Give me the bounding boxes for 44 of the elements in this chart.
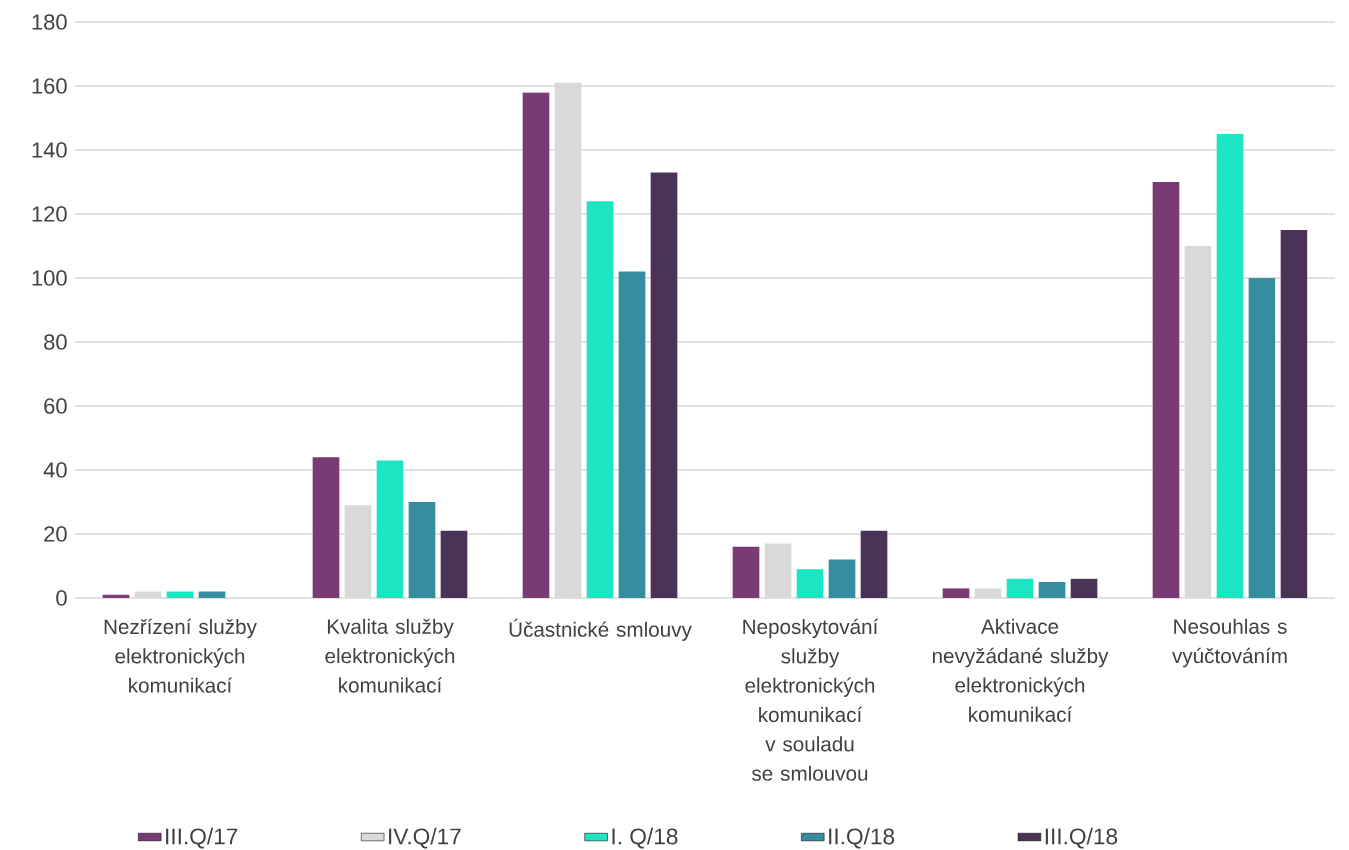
bar [522, 92, 550, 598]
legend-label: III.Q/17 [166, 827, 238, 849]
bar [1152, 182, 1180, 598]
bar [1038, 582, 1066, 598]
bar [440, 530, 468, 598]
bar [1280, 230, 1308, 598]
y-tick-label: 80 [44, 334, 67, 350]
bar [1070, 578, 1098, 598]
bar [408, 502, 436, 598]
bar [1216, 134, 1244, 598]
bar [1248, 278, 1276, 598]
y-tick-label: 60 [44, 398, 67, 414]
y-tick-label: 40 [43, 462, 67, 478]
bar [102, 594, 130, 598]
y-tick-label: 120 [32, 206, 67, 222]
bar [586, 201, 614, 598]
legend-label: III.Q/18 [1045, 827, 1118, 849]
bar [828, 559, 856, 598]
legend-label: IV.Q/17 [389, 827, 461, 849]
bar [198, 591, 226, 598]
x-tick-label: Neposkytování služby elektronických komunikací v souladu se smlouvou [743, 618, 879, 781]
x-tick-label: Nesouhlas s vyúčtováním [1172, 618, 1287, 668]
bar [942, 588, 970, 598]
bar [732, 546, 760, 598]
y-tick-label: 160 [32, 78, 67, 94]
y-tick-label: 0 [56, 590, 67, 606]
bar [618, 271, 646, 598]
bar [376, 460, 404, 598]
x-tick-label: Účastnické smlouvy [509, 618, 692, 641]
bar [312, 457, 340, 598]
legend-label: I. Q/18 [612, 827, 678, 849]
bar [796, 569, 824, 598]
y-tick-label: 180 [32, 14, 67, 30]
x-tick-label: Aktivace nevyžádané služby elektronických komunikací [932, 618, 1109, 722]
bar [860, 530, 888, 598]
x-tick-label: Kvalita služby elektronických komunikací [325, 618, 455, 693]
bar [1006, 578, 1034, 598]
y-tick-label: 100 [32, 270, 67, 286]
y-tick-label: 140 [32, 142, 67, 158]
y-tick-label: 20 [44, 526, 67, 542]
bar [650, 172, 678, 598]
legend-label: II.Q/18 [829, 827, 895, 849]
bar [166, 591, 194, 598]
x-tick-label: Nezřízení služby elektronických komunikací [104, 618, 257, 693]
